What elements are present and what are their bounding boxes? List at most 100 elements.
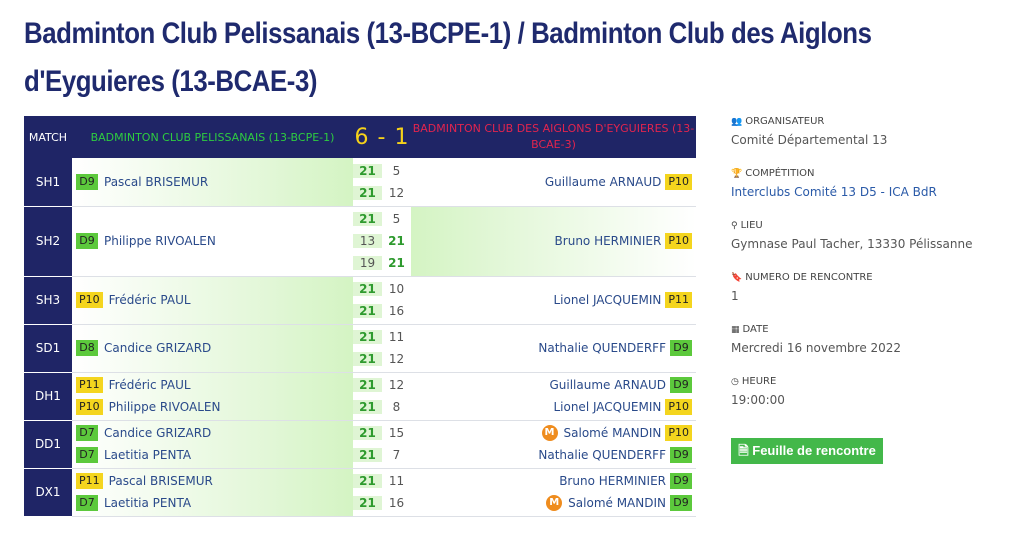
home-set-score: 21 — [353, 304, 382, 318]
player-entry: P10 Philippe RIVOALEN — [76, 396, 353, 418]
player-entry: P11 Pascal BRISEMUR — [76, 470, 353, 492]
date-block: ▦ DATE Mercredi 16 novembre 2022 — [731, 322, 1001, 358]
player-entry: D7 Laetitia PENTA — [76, 492, 353, 514]
set-score-row: 21 11 — [353, 326, 411, 348]
player-entry: Bruno HERMINIER D9 — [411, 470, 692, 492]
player-name-link[interactable]: Nathalie QUENDERFF — [538, 341, 666, 355]
rank-badge: P11 — [76, 377, 103, 393]
home-players: D9 Philippe RIVOALEN — [72, 206, 353, 277]
organisateur-block: 👥 ORGANISATEUR Comité Départemental 13 — [731, 114, 1001, 150]
player-entry: D9 Philippe RIVOALEN — [76, 230, 353, 252]
calendar-icon: ▦ — [731, 325, 740, 335]
set-score-row: 21 5 — [353, 208, 411, 230]
player-name-link[interactable]: Nathalie QUENDERFF — [538, 448, 666, 462]
away-players: Lionel JACQUEMIN P11 — [411, 276, 696, 325]
player-entry: D8 Candice GRIZARD — [76, 337, 353, 359]
rank-badge: P10 — [665, 233, 692, 249]
competition-block: 🏆 COMPÉTITION Interclubs Comité 13 D5 - I… — [731, 166, 1001, 202]
set-score-row: 19 21 — [353, 252, 411, 274]
set-score-row: 21 5 — [353, 160, 411, 182]
date-value: Mercredi 16 novembre 2022 — [731, 341, 902, 355]
player-name-link[interactable]: Philippe RIVOALEN — [108, 400, 221, 414]
rank-badge: D9 — [670, 340, 692, 356]
away-players: Guillaume ARNAUD D9 Lionel JACQUEMIN P10 — [411, 372, 696, 421]
player-entry: Guillaume ARNAUD D9 — [411, 374, 692, 396]
player-entry: D9 Pascal BRISEMUR — [76, 171, 353, 193]
match-results-table: MATCH BADMINTON CLUB PELISSANAIS (13-BCP… — [24, 116, 696, 517]
player-entry: Lionel JACQUEMIN P10 — [411, 396, 692, 418]
numero-label: NUMERO DE RENCONTRE — [745, 272, 873, 283]
player-name-link[interactable]: Philippe RIVOALEN — [104, 234, 216, 248]
player-entry: P11 Frédéric PAUL — [76, 374, 353, 396]
set-score-row: 21 7 — [353, 444, 411, 466]
player-entry: Nathalie QUENDERFF D9 — [411, 444, 692, 466]
header-match: MATCH — [24, 116, 72, 158]
rank-badge: D9 — [76, 173, 98, 190]
rank-badge: D9 — [670, 447, 692, 463]
player-name-link[interactable]: Bruno HERMINIER — [559, 474, 666, 488]
away-players: Nathalie QUENDERFF D9 — [411, 324, 696, 373]
home-set-score: 13 — [353, 234, 382, 248]
header-away-team[interactable]: BADMINTON CLUB DES AIGLONS D'EYGUIERES (… — [411, 116, 696, 158]
player-name-link[interactable]: Lionel JACQUEMIN — [553, 400, 662, 414]
away-set-score: 21 — [388, 234, 405, 248]
date-label: DATE — [742, 324, 769, 335]
player-name-link[interactable]: Pascal BRISEMUR — [108, 474, 213, 488]
match-type: DH1 — [24, 372, 72, 421]
player-name-link[interactable]: Frédéric PAUL — [108, 293, 191, 307]
pdf-file-icon: 🗎 — [738, 443, 753, 458]
table-row: SH1 D9 Pascal BRISEMUR 21 5 21 12 Guillaume ARN… — [24, 158, 696, 207]
player-name-link[interactable]: Candice GRIZARD — [104, 341, 212, 355]
table-row: DH1 P11 Frédéric PAUL P10 Philippe RIVOALEN 2… — [24, 372, 696, 421]
home-set-score: 21 — [353, 185, 382, 200]
table-row: DX1 P11 Pascal BRISEMUR D7 Laetitia PENTA 21 1… — [24, 468, 696, 517]
home-set-score: 21 — [353, 330, 382, 344]
table-header-row: MATCH BADMINTON CLUB PELISSANAIS (13-BCP… — [24, 116, 696, 158]
away-players: Bruno HERMINIER P10 — [411, 206, 696, 277]
player-name-link[interactable]: Salomé MANDIN — [563, 426, 662, 440]
header-total-score: 6 - 1 — [353, 116, 411, 158]
organisateur-value: Comité Départemental 13 — [731, 133, 888, 147]
player-name-link[interactable]: Guillaume ARNAUD — [549, 378, 666, 392]
table-row: SD1 D8 Candice GRIZARD 21 11 21 12 Nathalie QUE… — [24, 324, 696, 373]
set-scores: 21 5 13 21 19 21 — [353, 206, 411, 277]
rank-badge: P11 — [76, 473, 103, 489]
heure-label: HEURE — [741, 376, 777, 387]
home-players: P11 Pascal BRISEMUR D7 Laetitia PENTA — [72, 468, 353, 517]
player-name-link[interactable]: Bruno HERMINIER — [554, 234, 662, 248]
rank-badge: P10 — [665, 425, 692, 441]
home-set-score: 21 — [353, 448, 382, 462]
lieu-value: Gymnase Paul Tacher, 13330 Pélissanne — [731, 237, 973, 251]
player-name-link[interactable]: Pascal BRISEMUR — [104, 174, 209, 189]
away-set-score: 11 — [388, 330, 405, 344]
set-score-row: 21 8 — [353, 396, 411, 418]
competition-label: COMPÉTITION — [745, 168, 815, 179]
home-set-score: 21 — [353, 163, 382, 178]
away-set-score: 8 — [392, 400, 401, 414]
mutation-badge: M — [541, 425, 558, 441]
match-type: DD1 — [24, 420, 72, 469]
rank-badge: P10 — [665, 399, 692, 415]
player-name-link[interactable]: Laetitia PENTA — [104, 448, 192, 462]
competition-link[interactable]: Interclubs Comité 13 D5 - ICA BdR — [731, 185, 937, 199]
table-row: SH3 P10 Frédéric PAUL 21 10 21 16 Lionel JACQUE… — [24, 276, 696, 325]
player-name-link[interactable]: Frédéric PAUL — [108, 378, 191, 392]
home-set-score: 19 — [353, 256, 382, 270]
set-scores: 21 5 21 12 — [353, 158, 411, 207]
player-name-link[interactable]: Guillaume ARNAUD — [544, 174, 662, 189]
player-name-link[interactable]: Laetitia PENTA — [104, 496, 192, 510]
player-name-link[interactable]: Candice GRIZARD — [104, 426, 212, 440]
set-scores: 21 11 21 16 — [353, 468, 411, 517]
player-entry: D7 Candice GRIZARD — [76, 422, 353, 444]
set-scores: 21 12 21 8 — [353, 372, 411, 421]
feuille-de-rencontre-button[interactable]: 🗎 Feuille de rencontre — [731, 438, 883, 464]
away-set-score: 21 — [388, 256, 405, 270]
rank-badge: D7 — [76, 447, 98, 463]
away-set-score: 5 — [392, 163, 401, 178]
player-name-link[interactable]: Lionel JACQUEMIN — [553, 293, 662, 307]
set-score-row: 21 10 — [353, 278, 411, 300]
header-home-team[interactable]: BADMINTON CLUB PELISSANAIS (13-BCPE-1) — [72, 116, 353, 158]
player-name-link[interactable]: Salomé MANDIN — [568, 496, 666, 510]
home-set-score: 21 — [353, 352, 382, 366]
player-entry: M Salomé MANDIN D9 — [411, 492, 692, 514]
